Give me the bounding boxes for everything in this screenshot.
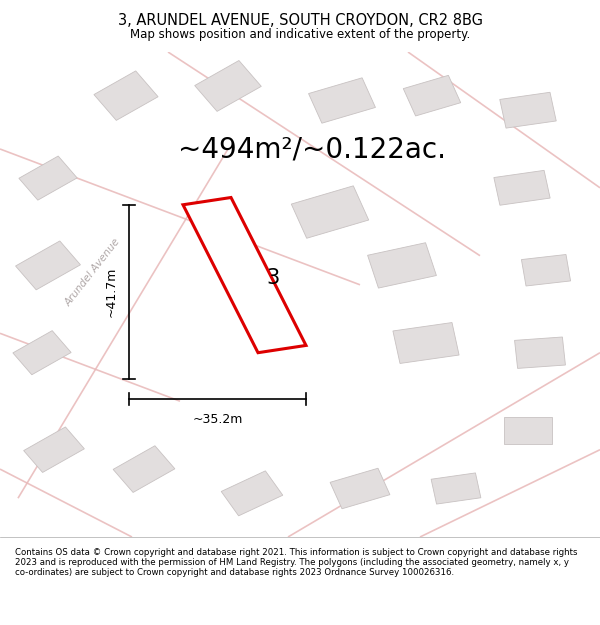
- Polygon shape: [23, 427, 85, 472]
- Polygon shape: [94, 71, 158, 121]
- Polygon shape: [183, 198, 306, 352]
- Polygon shape: [515, 337, 565, 368]
- Text: ~35.2m: ~35.2m: [193, 412, 242, 426]
- Polygon shape: [291, 186, 369, 238]
- Polygon shape: [16, 241, 80, 290]
- Text: Map shows position and indicative extent of the property.: Map shows position and indicative extent…: [130, 28, 470, 41]
- Polygon shape: [494, 171, 550, 205]
- Polygon shape: [431, 473, 481, 504]
- Text: 3, ARUNDEL AVENUE, SOUTH CROYDON, CR2 8BG: 3, ARUNDEL AVENUE, SOUTH CROYDON, CR2 8B…: [118, 13, 482, 28]
- Text: 3: 3: [266, 268, 280, 288]
- Text: ~494m²/~0.122ac.: ~494m²/~0.122ac.: [178, 135, 446, 163]
- Text: ~41.7m: ~41.7m: [104, 267, 118, 318]
- Text: Arundel Avenue: Arundel Avenue: [64, 237, 122, 309]
- Polygon shape: [403, 76, 461, 116]
- Polygon shape: [308, 78, 376, 123]
- Polygon shape: [13, 331, 71, 375]
- Polygon shape: [19, 156, 77, 200]
- Polygon shape: [113, 446, 175, 493]
- Polygon shape: [194, 61, 262, 111]
- Polygon shape: [330, 468, 390, 509]
- Polygon shape: [393, 322, 459, 364]
- Polygon shape: [368, 242, 436, 288]
- Polygon shape: [221, 471, 283, 516]
- Polygon shape: [500, 92, 556, 128]
- Text: Contains OS data © Crown copyright and database right 2021. This information is : Contains OS data © Crown copyright and d…: [15, 548, 577, 578]
- Polygon shape: [504, 417, 552, 444]
- Polygon shape: [521, 254, 571, 286]
